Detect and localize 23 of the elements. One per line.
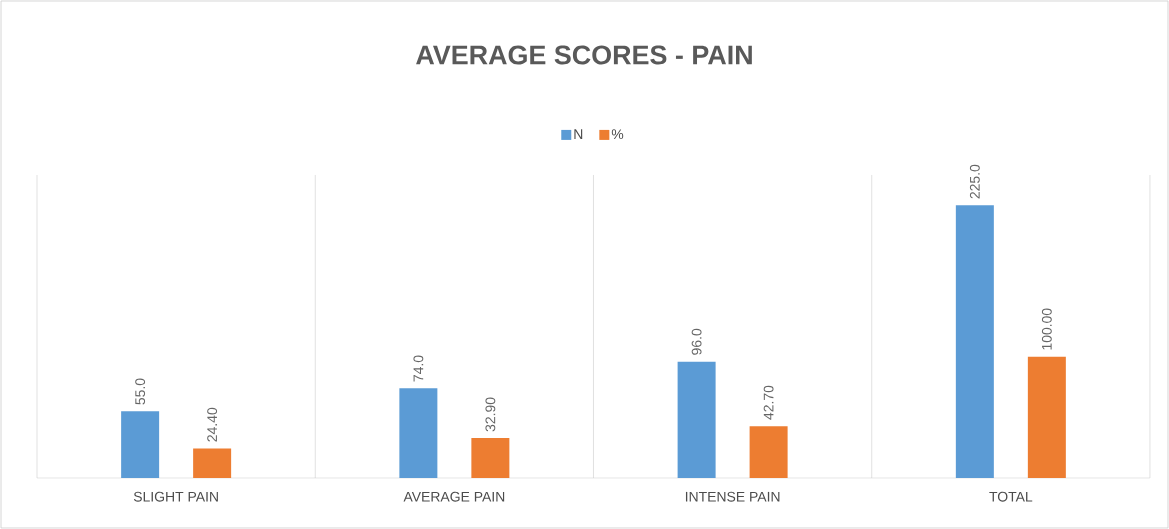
x-tick-label: INTENSE PAIN (685, 491, 780, 502)
data-label: 96.0 (691, 328, 702, 355)
x-tick-label: SLIGHT PAIN (133, 491, 218, 502)
bar (677, 361, 716, 478)
legend-label: N (574, 129, 583, 139)
chart-title: AVERAGE SCORES - PAIN (416, 45, 752, 65)
data-label: 32.90 (485, 397, 496, 432)
x-tick-label: TOTAL (989, 491, 1033, 502)
data-label: 100.00 (1041, 308, 1052, 350)
data-label: 55.0 (135, 378, 146, 405)
data-label: 24.40 (207, 407, 218, 442)
legend-label: % (611, 129, 624, 140)
data-label: 74.0 (413, 355, 424, 382)
bar (471, 438, 510, 478)
bar (193, 448, 232, 478)
x-tick-label: AVERAGE PAIN (403, 491, 505, 502)
bar (121, 411, 160, 478)
bar (399, 388, 438, 478)
bar (955, 205, 994, 478)
bar (749, 426, 788, 478)
data-label: 225.0 (969, 164, 980, 199)
bar (1027, 356, 1066, 478)
data-label: 42.70 (763, 385, 774, 420)
